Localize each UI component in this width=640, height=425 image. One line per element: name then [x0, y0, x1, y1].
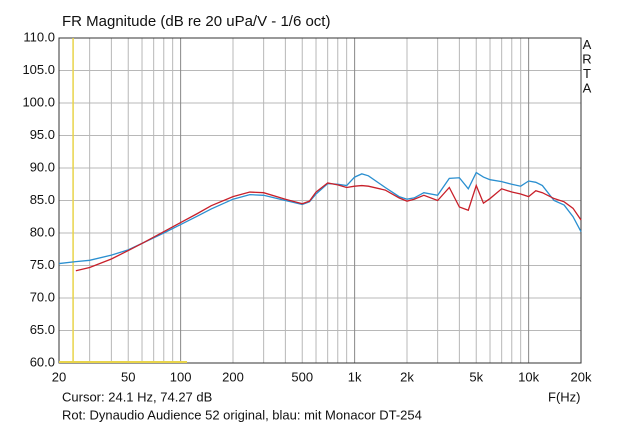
x-tick-label: 20 [52, 369, 66, 384]
x-tick-label: 2k [400, 369, 414, 384]
y-tick-label: 65.0 [30, 322, 55, 337]
x-tick-label: 10k [518, 369, 539, 384]
series-line [58, 171, 582, 265]
y-tick-label: 90.0 [30, 159, 55, 174]
y-tick-label: 100.0 [22, 94, 55, 109]
y-tick-label: 70.0 [30, 289, 55, 304]
x-tick-label: 100 [170, 369, 192, 384]
x-tick-label: 50 [121, 369, 135, 384]
y-tick-label: 80.0 [30, 224, 55, 239]
y-tick-label: 75.0 [30, 257, 55, 272]
y-tick-label: 85.0 [30, 192, 55, 207]
x-tick-label: 5k [469, 369, 483, 384]
y-tick-label: 95.0 [30, 127, 55, 142]
series-line [75, 182, 582, 272]
x-tick-label: 200 [222, 369, 244, 384]
x-axis-label: F(Hz) [548, 389, 581, 404]
plot-frame [58, 37, 582, 364]
y-tick-label: 110.0 [23, 29, 55, 44]
chart-title: FR Magnitude (dB re 20 uPa/V - 1/6 oct) [62, 13, 330, 30]
y-tick-label: 105.0 [22, 62, 55, 77]
x-tick-label: 500 [291, 369, 313, 384]
y-tick-label: 60.0 [30, 354, 55, 369]
x-tick-label: 1k [348, 369, 362, 384]
x-tick-label: 20k [571, 369, 592, 384]
footnote: Rot: Dynaudio Audience 52 original, blau… [62, 407, 422, 422]
cursor-readout: Cursor: 24.1 Hz, 74.27 dB [62, 389, 212, 404]
